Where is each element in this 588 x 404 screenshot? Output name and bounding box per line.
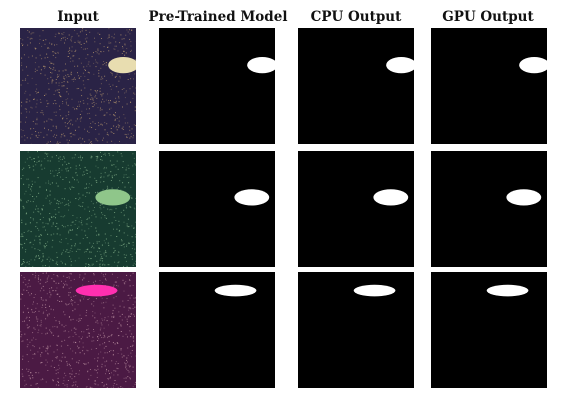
panel-gpu-row-2 (431, 151, 547, 267)
panel-background (159, 151, 275, 267)
mask-image (298, 151, 414, 267)
predicted-mask-blob (247, 57, 275, 74)
predicted-mask-blob (519, 57, 547, 74)
mask-image (431, 272, 547, 388)
predicted-mask-blob (234, 189, 270, 206)
mask-image (298, 28, 414, 144)
noise-speckles (20, 28, 136, 144)
mask-image (159, 272, 275, 388)
panel-background (298, 151, 414, 267)
panel-background (431, 28, 547, 144)
noise-speckles (20, 151, 136, 267)
panel-pretrained-row-1 (159, 28, 275, 144)
panel-pretrained-row-3 (159, 272, 275, 388)
column-title-cpu: CPU Output (310, 9, 402, 25)
predicted-mask-blob (353, 284, 396, 297)
mask-image (159, 28, 275, 144)
predicted-mask-blob (373, 189, 409, 206)
panel-input-row-1 (20, 28, 136, 144)
mask-image (298, 272, 414, 388)
noise-speckles (20, 272, 136, 388)
panel-background (431, 151, 547, 267)
panel-cpu-row-3 (298, 272, 414, 388)
panel-cpu-row-1 (298, 28, 414, 144)
input-image (20, 272, 136, 388)
panel-cpu-row-2 (298, 151, 414, 267)
input-image (20, 28, 136, 144)
column-title-pretrained: Pre-Trained Model (148, 9, 288, 25)
column-title-gpu: GPU Output (442, 9, 534, 25)
predicted-mask-blob (486, 284, 529, 297)
predicted-mask-blob (386, 57, 414, 74)
panel-pretrained-row-2 (159, 151, 275, 267)
panel-input-row-3 (20, 272, 136, 388)
panel-gpu-row-3 (431, 272, 547, 388)
panel-gpu-row-1 (431, 28, 547, 144)
column-title-input: Input (57, 9, 99, 25)
panel-background (298, 28, 414, 144)
input-blob (95, 189, 131, 206)
predicted-mask-blob (214, 284, 257, 297)
mask-image (431, 151, 547, 267)
mask-image (431, 28, 547, 144)
panel-background (20, 151, 136, 267)
panel-background (159, 28, 275, 144)
mask-image (159, 151, 275, 267)
predicted-mask-blob (506, 189, 542, 206)
panel-background (20, 28, 136, 144)
panel-input-row-2 (20, 151, 136, 267)
input-blob (75, 284, 118, 297)
input-image (20, 151, 136, 267)
input-blob (108, 57, 136, 74)
